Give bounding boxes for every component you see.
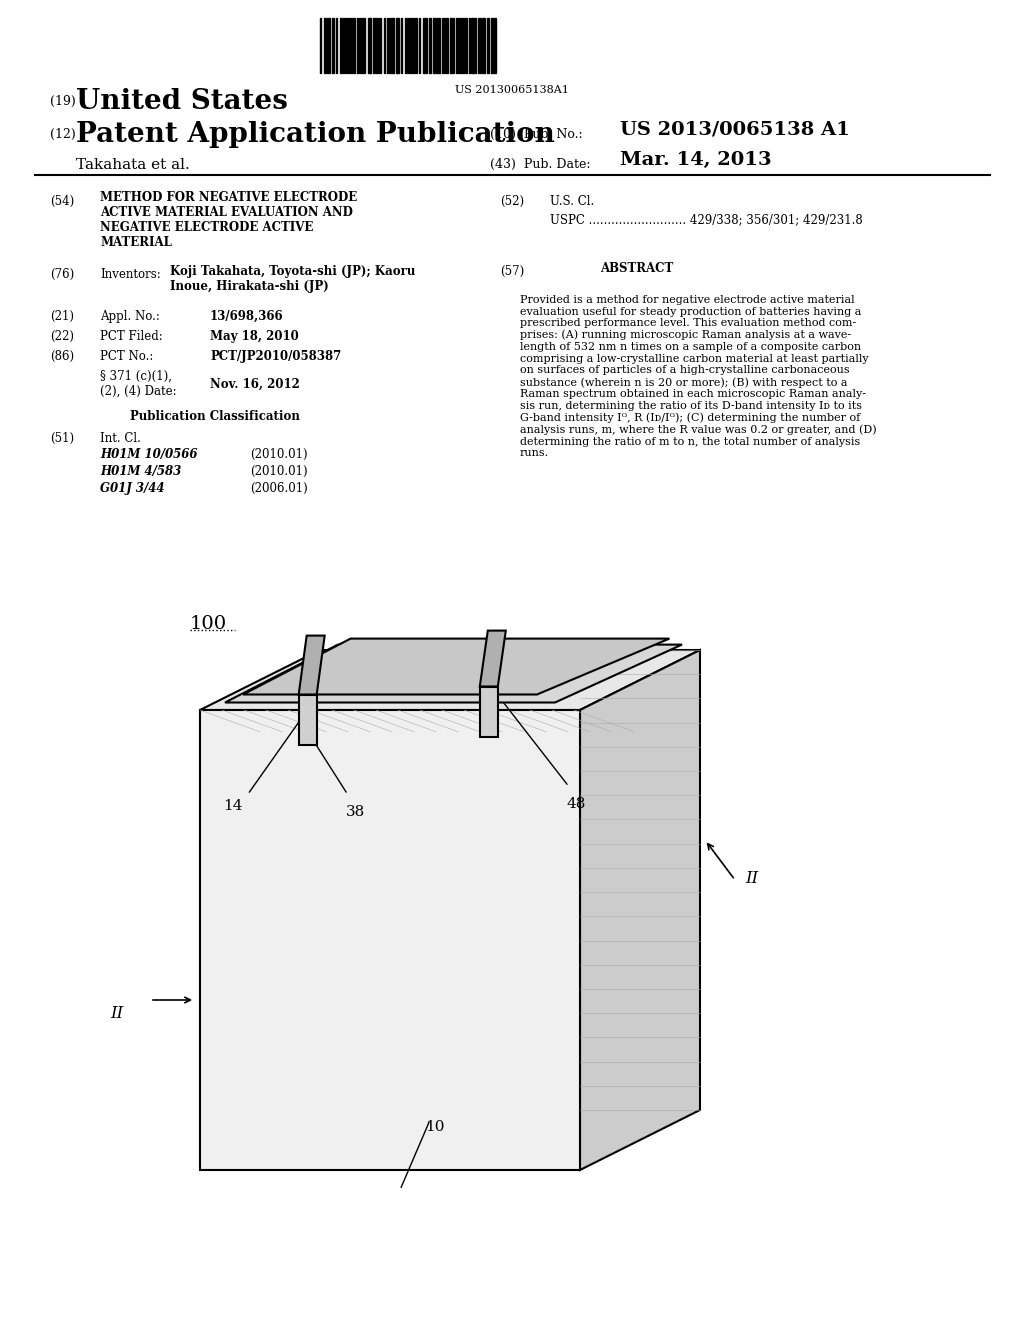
Text: Takahata et al.: Takahata et al. <box>76 158 189 172</box>
Bar <box>482 18 485 73</box>
Text: U.S. Cl.: U.S. Cl. <box>550 195 594 209</box>
Text: (86): (86) <box>50 350 74 363</box>
Bar <box>487 18 489 73</box>
Text: 38: 38 <box>346 804 365 818</box>
Bar <box>438 18 440 73</box>
Text: USPC .......................... 429/338; 356/301; 429/231.8: USPC .......................... 429/338;… <box>550 213 863 226</box>
Text: (2010.01): (2010.01) <box>250 465 307 478</box>
Text: PCT No.:: PCT No.: <box>100 350 154 363</box>
Text: (54): (54) <box>50 195 75 209</box>
Text: 48: 48 <box>567 796 586 810</box>
Text: ABSTRACT: ABSTRACT <box>600 261 673 275</box>
Text: 100: 100 <box>190 615 227 634</box>
Bar <box>480 686 498 737</box>
Bar <box>429 18 431 73</box>
Polygon shape <box>299 636 325 694</box>
Text: H01M 4/583: H01M 4/583 <box>100 465 181 478</box>
Text: Mar. 14, 2013: Mar. 14, 2013 <box>620 150 772 169</box>
Bar <box>375 18 377 73</box>
Text: Koji Takahata, Toyota-shi (JP); Kaoru
Inoue, Hirakata-shi (JP): Koji Takahata, Toyota-shi (JP); Kaoru In… <box>170 265 416 293</box>
Bar <box>368 18 371 73</box>
Text: Appl. No.:: Appl. No.: <box>100 310 160 323</box>
Text: H01M 10/0566: H01M 10/0566 <box>100 447 198 461</box>
Bar <box>490 18 493 73</box>
Bar <box>450 18 452 73</box>
Bar <box>471 18 474 73</box>
Text: § 371 (c)(1),
(2), (4) Date:: § 371 (c)(1), (2), (4) Date: <box>100 370 176 399</box>
Bar <box>340 18 342 73</box>
Text: Patent Application Publication: Patent Application Publication <box>76 121 555 148</box>
Bar <box>324 18 326 73</box>
Polygon shape <box>225 644 682 702</box>
Text: May 18, 2010: May 18, 2010 <box>210 330 299 343</box>
Polygon shape <box>243 639 670 694</box>
Text: US 20130065138A1: US 20130065138A1 <box>455 84 569 95</box>
Text: II: II <box>745 870 758 887</box>
Polygon shape <box>200 710 580 1170</box>
Text: (52): (52) <box>500 195 524 209</box>
Text: (2010.01): (2010.01) <box>250 447 307 461</box>
Text: PCT/JP2010/058387: PCT/JP2010/058387 <box>210 350 341 363</box>
Polygon shape <box>200 649 700 710</box>
Text: Provided is a method for negative electrode active material
evaluation useful fo: Provided is a method for negative electr… <box>520 294 877 458</box>
Text: (57): (57) <box>500 265 524 279</box>
Text: Nov. 16, 2012: Nov. 16, 2012 <box>210 378 300 391</box>
Text: US 2013/0065138 A1: US 2013/0065138 A1 <box>620 121 850 139</box>
Text: (22): (22) <box>50 330 74 343</box>
Text: METHOD FOR NEGATIVE ELECTRODE
ACTIVE MATERIAL EVALUATION AND
NEGATIVE ELECTRODE : METHOD FOR NEGATIVE ELECTRODE ACTIVE MAT… <box>100 191 357 249</box>
Text: (21): (21) <box>50 310 74 323</box>
Text: 14: 14 <box>222 800 243 813</box>
Text: Inventors:: Inventors: <box>100 268 161 281</box>
Text: PCT Filed:: PCT Filed: <box>100 330 163 343</box>
Bar <box>396 18 399 73</box>
Bar <box>446 18 449 73</box>
Text: (43)  Pub. Date:: (43) Pub. Date: <box>490 158 591 172</box>
Polygon shape <box>480 631 506 686</box>
Text: (2006.01): (2006.01) <box>250 482 308 495</box>
Bar <box>459 18 461 73</box>
Text: (12): (12) <box>50 128 76 141</box>
Text: Int. Cl.: Int. Cl. <box>100 432 141 445</box>
Bar <box>433 18 435 73</box>
Bar <box>456 18 458 73</box>
Text: (76): (76) <box>50 268 75 281</box>
Text: (51): (51) <box>50 432 74 445</box>
Text: (10)  Pub. No.:: (10) Pub. No.: <box>490 128 583 141</box>
Text: II: II <box>110 1005 123 1022</box>
Text: (19): (19) <box>50 95 76 108</box>
Text: Publication Classification: Publication Classification <box>130 411 300 422</box>
Text: 10: 10 <box>425 1119 444 1134</box>
Bar <box>411 18 413 73</box>
Bar <box>332 18 334 73</box>
Polygon shape <box>580 649 700 1170</box>
Text: 13/698,366: 13/698,366 <box>210 310 284 323</box>
Bar <box>494 18 496 73</box>
Bar <box>349 18 351 73</box>
Text: G01J 3/44: G01J 3/44 <box>100 482 165 495</box>
Bar <box>423 18 425 73</box>
Bar <box>299 694 316 744</box>
Bar <box>361 18 362 73</box>
Bar <box>391 18 394 73</box>
Text: United States: United States <box>76 88 288 115</box>
